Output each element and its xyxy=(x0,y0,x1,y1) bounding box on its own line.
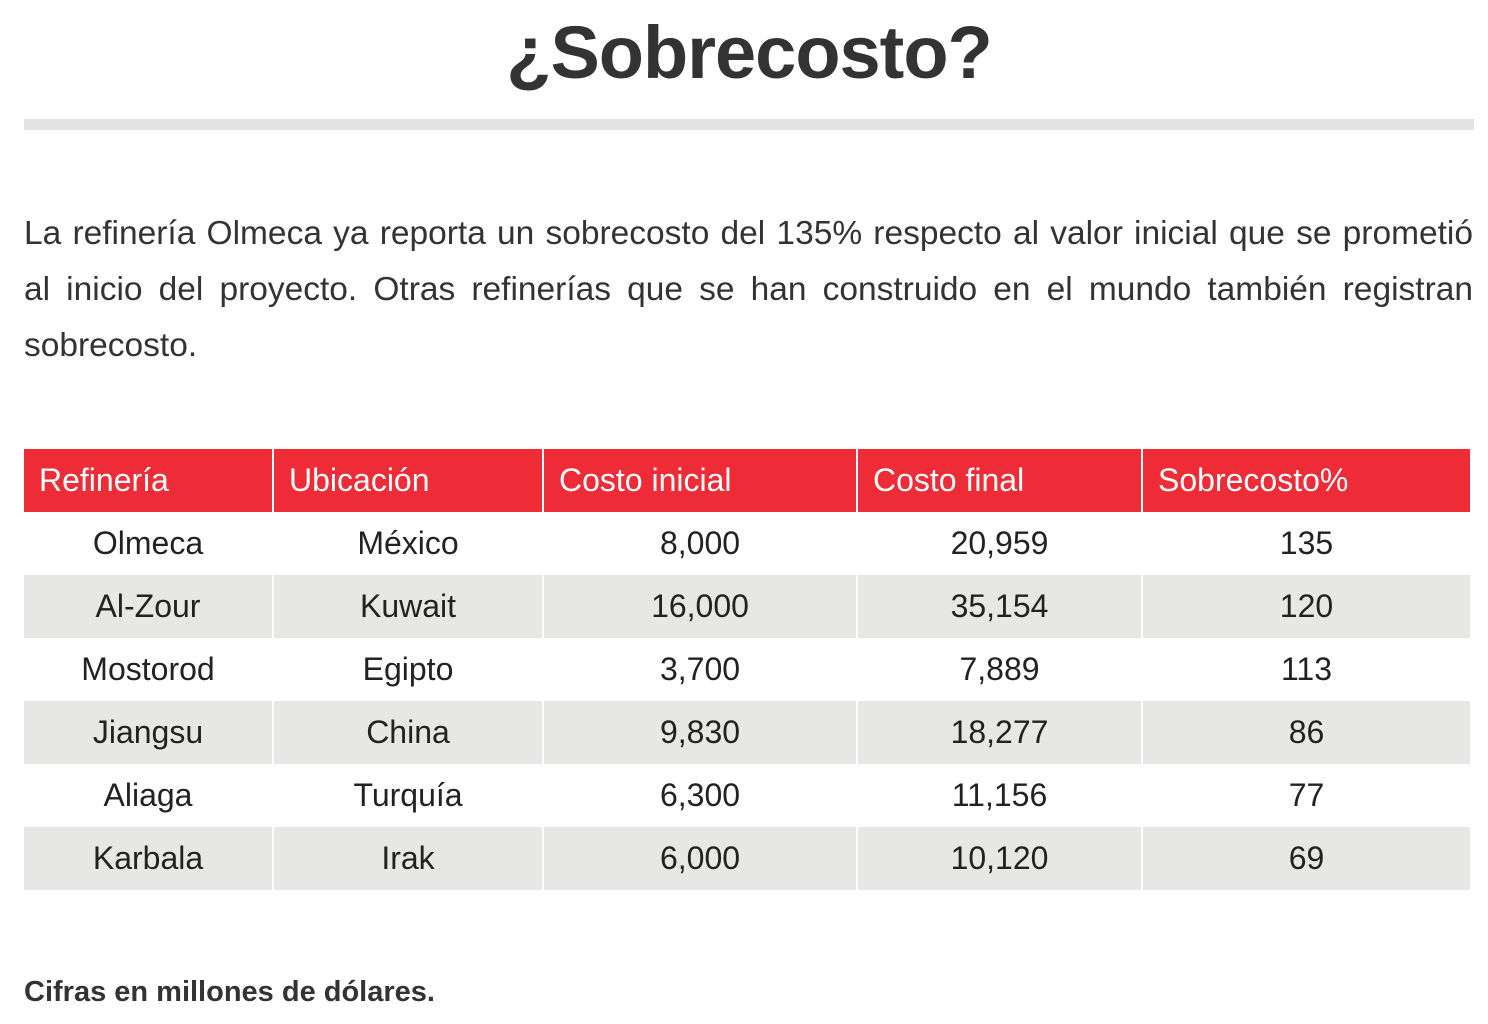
cell-costo-final: 11,156 xyxy=(857,764,1143,827)
cell-refineria: Jiangsu xyxy=(24,701,274,764)
cell-costo-inicial: 9,830 xyxy=(543,701,858,764)
table-header-row: Refinería Ubicación Costo inicial Costo … xyxy=(24,449,1470,512)
cell-sobrecosto: 135 xyxy=(1142,512,1470,575)
cell-refineria: Mostorod xyxy=(24,638,274,701)
cell-ubicacion: Egipto xyxy=(273,638,544,701)
cell-costo-inicial: 8,000 xyxy=(543,512,858,575)
table-row: Mostorod Egipto 3,700 7,889 113 xyxy=(24,638,1470,701)
table-row: Jiangsu China 9,830 18,277 86 xyxy=(24,701,1470,764)
cell-costo-final: 35,154 xyxy=(857,575,1143,638)
cell-sobrecosto: 69 xyxy=(1142,827,1470,890)
cell-refineria: Olmeca xyxy=(24,512,274,575)
column-header-ubicacion: Ubicación xyxy=(273,449,544,512)
cell-ubicacion: Kuwait xyxy=(273,575,544,638)
column-header-refineria: Refinería xyxy=(24,449,274,512)
cell-ubicacion: Irak xyxy=(273,827,544,890)
column-header-costo-inicial: Costo inicial xyxy=(543,449,858,512)
cell-sobrecosto: 113 xyxy=(1142,638,1470,701)
cell-costo-final: 20,959 xyxy=(857,512,1143,575)
footnote: Cifras en millones de dólares. xyxy=(24,976,435,1008)
cell-refineria: Al-Zour xyxy=(24,575,274,638)
column-header-costo-final: Costo final xyxy=(857,449,1143,512)
cell-sobrecosto: 77 xyxy=(1142,764,1470,827)
cell-refineria: Karbala xyxy=(24,827,274,890)
cell-costo-final: 7,889 xyxy=(857,638,1143,701)
table-row: Aliaga Turquía 6,300 11,156 77 xyxy=(24,764,1470,827)
cell-costo-inicial: 6,300 xyxy=(543,764,858,827)
cell-ubicacion: Turquía xyxy=(273,764,544,827)
table-row: Karbala Irak 6,000 10,120 69 xyxy=(24,827,1470,890)
refineries-table: Refinería Ubicación Costo inicial Costo … xyxy=(24,449,1470,890)
title-divider xyxy=(24,119,1474,130)
cell-costo-inicial: 16,000 xyxy=(543,575,858,638)
cell-costo-inicial: 6,000 xyxy=(543,827,858,890)
cell-sobrecosto: 120 xyxy=(1142,575,1470,638)
cell-ubicacion: China xyxy=(273,701,544,764)
table-row: Al-Zour Kuwait 16,000 35,154 120 xyxy=(24,575,1470,638)
cell-costo-inicial: 3,700 xyxy=(543,638,858,701)
table-row: Olmeca México 8,000 20,959 135 xyxy=(24,512,1470,575)
cell-sobrecosto: 86 xyxy=(1142,701,1470,764)
page-title: ¿Sobrecosto? xyxy=(506,11,992,94)
intro-paragraph: La refinería Olmeca ya reporta un sobrec… xyxy=(24,215,1473,364)
cell-costo-final: 10,120 xyxy=(857,827,1143,890)
cell-refineria: Aliaga xyxy=(24,764,274,827)
column-header-sobrecosto: Sobrecosto% xyxy=(1142,449,1470,512)
cell-costo-final: 18,277 xyxy=(857,701,1143,764)
cell-ubicacion: México xyxy=(273,512,544,575)
